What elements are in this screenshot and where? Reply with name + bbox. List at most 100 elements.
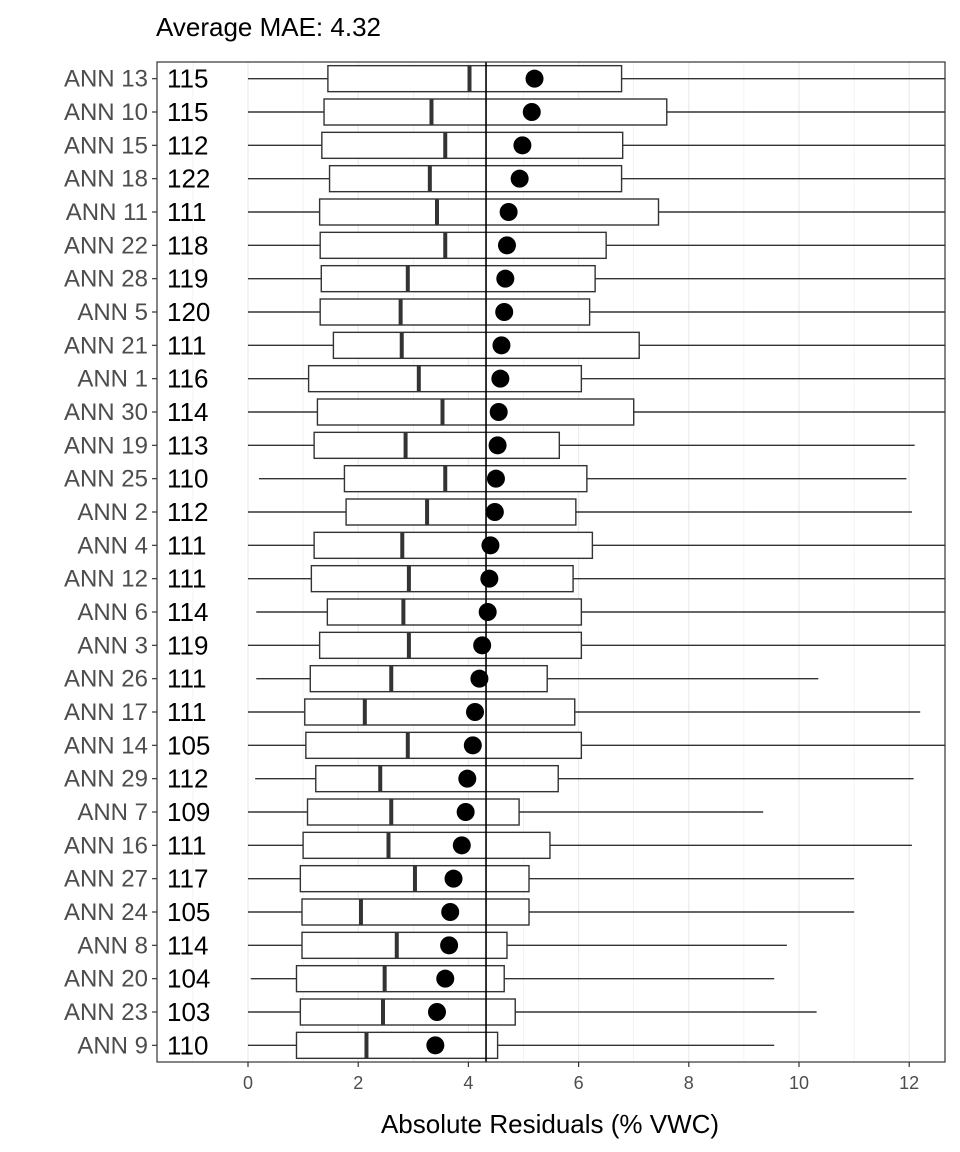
count-labels: 1151151121221111181191201111161141131101… [167,64,210,1061]
count-label: 110 [167,1030,208,1060]
count-label: 112 [167,764,208,794]
mean-point [497,236,516,255]
count-label: 104 [167,964,210,994]
count-label: 103 [167,997,210,1027]
mean-point [470,669,489,688]
box-row [255,764,914,793]
box-row [248,898,855,926]
mean-point [441,903,460,921]
y-axis: ANN 13 ANN 10 ANN 15 ANN 18 ANN 11 ANN 22 ANN … [64,66,157,1059]
box-row [248,98,945,126]
mean-point [499,203,518,221]
y-tick-label: ANN 21 [64,332,148,359]
mean-point [488,436,507,455]
box-iqr [299,998,516,1026]
count-label: 114 [167,597,208,627]
y-tick-label: ANN 10 [64,99,148,126]
box-row [248,831,912,860]
box-row [248,631,945,660]
box-row [248,264,945,293]
mean-point [478,603,497,621]
count-label: 111 [167,330,207,360]
box-row [248,231,945,260]
panel-border [156,61,946,1063]
box-iqr [313,431,561,460]
box-iqr [318,631,583,660]
chart-title: Average MAE: 4.32 [156,12,381,42]
x-tick-label: 12 [899,1073,919,1093]
count-label: 119 [167,264,208,294]
y-tick-label: ANN 4 [77,532,148,559]
box-iqr [315,764,559,793]
box-iqr [319,298,591,326]
box-iqr [306,798,520,826]
y-tick-label: ANN 2 [77,499,148,526]
mean-point [427,1003,446,1021]
count-label: 112 [167,497,208,527]
box-iqr [302,831,551,860]
box-iqr [310,564,574,593]
box-row [259,464,907,493]
box-iqr [313,531,594,560]
box-iqr [318,198,660,226]
mean-point [513,136,532,155]
mean-point [463,736,482,755]
count-label: 109 [167,797,210,827]
box-iqr [327,64,623,93]
box-iqr [345,498,577,526]
box-row [248,198,945,226]
mean-point [485,503,504,521]
count-label: 115 [167,97,208,127]
y-tick-label: ANN 29 [64,766,148,793]
box-row [248,364,945,393]
y-tick-label: ANN 26 [64,666,148,693]
x-axis-label: Absolute Residuals (% VWC) [381,1109,719,1139]
box-iqr [295,1031,499,1060]
y-tick-label: ANN 17 [64,699,148,726]
grid-lines [192,62,910,1062]
count-label: 114 [167,930,208,960]
box-row [248,1031,775,1060]
box-row [248,164,945,193]
y-tick-label: ANN 6 [77,599,148,626]
count-label: 111 [167,197,207,227]
mean-point [444,869,463,888]
x-tick-label: 6 [574,1073,584,1093]
y-tick-label: ANN 27 [64,866,148,893]
mean-point [489,403,508,421]
count-label: 114 [167,397,208,427]
x-tick-label: 10 [789,1073,809,1093]
count-label: 105 [167,897,210,927]
mean-point [440,936,459,955]
y-tick-label: ANN 22 [64,232,148,259]
box-iqr [319,231,607,260]
mean-point [492,336,511,355]
box-row [248,864,855,893]
mean-point [426,1036,445,1055]
count-label: 111 [167,530,207,560]
mean-point [458,769,477,788]
box-row [248,498,912,526]
y-tick-label: ANN 7 [77,799,148,826]
box-iqr [301,898,530,926]
y-tick-label: ANN 14 [64,732,148,759]
box-iqr [301,931,508,960]
mean-point [452,836,471,855]
box-row [248,931,787,960]
box-iqr [321,131,624,160]
y-tick-label: ANN 13 [64,66,148,93]
y-tick-label: ANN 9 [77,1032,148,1059]
count-label: 117 [167,864,208,894]
y-tick-label: ANN 19 [64,432,148,459]
box-iqr [343,464,588,493]
y-tick-label: ANN 23 [64,999,148,1026]
mean-point [525,69,544,88]
box-iqr [323,98,668,126]
box-row [248,64,945,93]
y-tick-label: ANN 24 [64,899,148,926]
mean-point [466,703,485,721]
count-label: 118 [167,230,208,260]
count-label: 115 [167,64,208,94]
box-iqr [326,598,583,626]
